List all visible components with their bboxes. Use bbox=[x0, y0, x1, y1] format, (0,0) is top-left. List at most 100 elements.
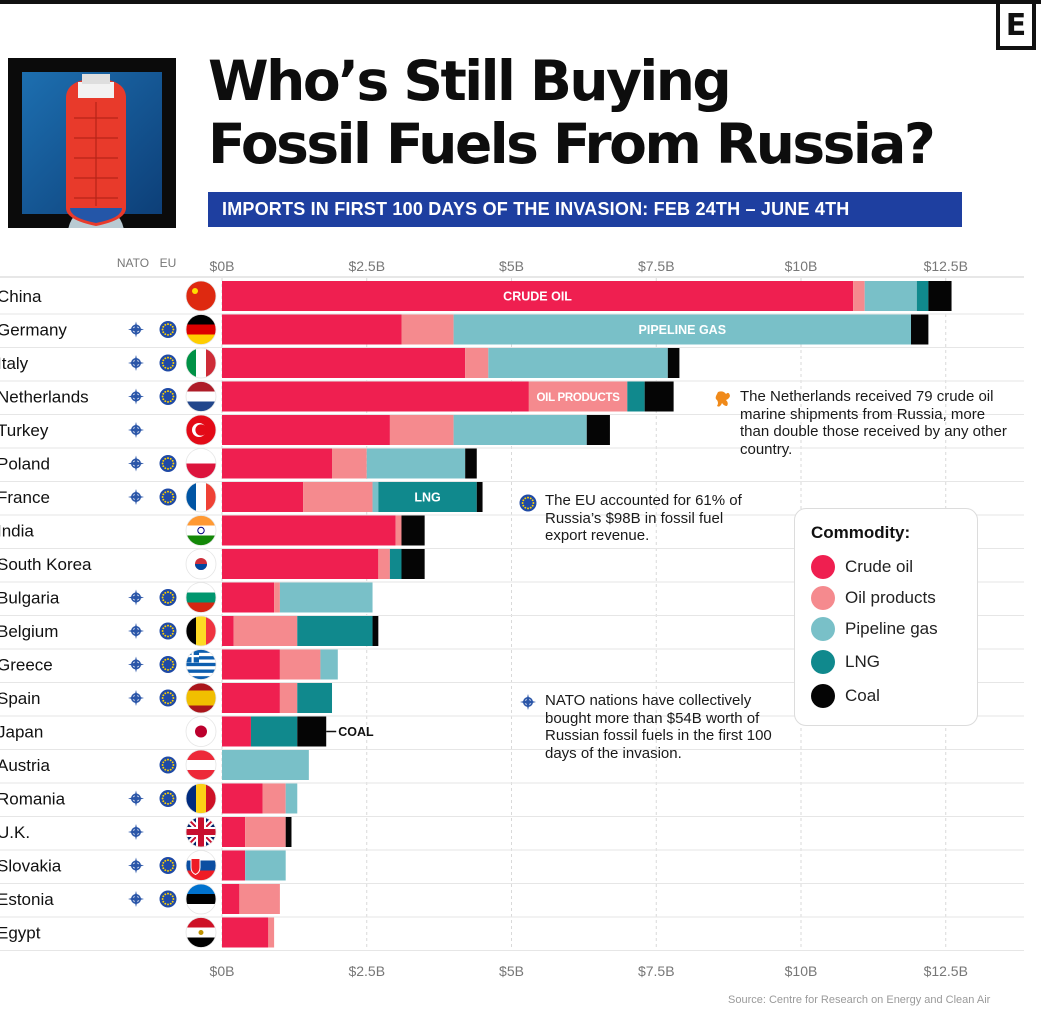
x-tick-label-bottom: $10B bbox=[785, 963, 818, 979]
eu-icon-star bbox=[164, 625, 167, 628]
flag-band bbox=[186, 602, 216, 613]
flag-sun bbox=[195, 725, 207, 738]
flag-band bbox=[186, 894, 216, 905]
bar-belgium-crude-oil bbox=[222, 616, 234, 646]
title-line-2: Fossil Fuels From Russia? bbox=[208, 112, 936, 176]
flag-band bbox=[186, 690, 216, 706]
flag-star bbox=[192, 288, 198, 294]
flag-band bbox=[186, 884, 216, 895]
eu-icon-star bbox=[162, 895, 165, 898]
bar-france-crude-oil bbox=[222, 482, 304, 512]
flag-band bbox=[186, 482, 197, 512]
eu-icon-star bbox=[162, 459, 165, 462]
bar-germany-crude-oil bbox=[222, 314, 402, 345]
flag-outline bbox=[185, 448, 217, 479]
eu-icon-star bbox=[167, 702, 169, 705]
bar-bulgaria-crude-oil bbox=[222, 582, 275, 613]
eu-icon-star bbox=[162, 666, 165, 669]
flag-u-k-icon bbox=[186, 817, 216, 847]
nato-icon bbox=[128, 656, 144, 673]
bar-japan-lng bbox=[250, 716, 298, 747]
nato-icon-star bbox=[128, 690, 144, 706]
tanker-ship-illustration bbox=[22, 72, 162, 228]
eu-icon-star bbox=[164, 893, 167, 896]
bar-china-lng bbox=[916, 281, 929, 311]
bar-netherlands-oil-products bbox=[528, 381, 628, 412]
eu-icon-star bbox=[169, 366, 172, 369]
eu-icon-star bbox=[162, 599, 165, 602]
bar-poland-pipeline-gas bbox=[366, 448, 466, 479]
eu-icon bbox=[159, 354, 177, 372]
eu-icon-star bbox=[529, 497, 532, 500]
eu-icon-star bbox=[167, 390, 169, 393]
country-label-romania: Romania bbox=[0, 790, 66, 809]
eu-icon-star bbox=[167, 769, 169, 772]
nato-icon bbox=[128, 824, 144, 840]
eu-icon bbox=[159, 857, 177, 874]
bar-egypt-crude-oil bbox=[222, 917, 269, 948]
eu-icon-star bbox=[169, 692, 172, 695]
bar-france-pipeline-gas bbox=[372, 482, 379, 512]
bar-china-coal bbox=[928, 281, 952, 311]
eu-icon-star bbox=[164, 400, 167, 403]
eu-icon-star bbox=[162, 900, 165, 903]
x-tick-label-bottom: $5B bbox=[499, 963, 524, 979]
bar-italy-oil-products bbox=[465, 348, 489, 378]
eu-icon-star bbox=[171, 867, 174, 870]
eu-icon-star bbox=[169, 333, 172, 336]
bar-belgium-oil-products bbox=[233, 616, 298, 646]
flag-band bbox=[186, 937, 216, 948]
flag-outline bbox=[185, 314, 217, 345]
nato-icon-star bbox=[128, 422, 144, 438]
x-tick-label-top: $2.5B bbox=[348, 258, 385, 274]
nato-icon-star bbox=[128, 656, 144, 673]
country-label-belgium: Belgium bbox=[0, 622, 58, 641]
nato-column-header: NATO bbox=[117, 256, 149, 270]
country-label-slovakia: Slovakia bbox=[0, 857, 62, 876]
eu-icon-star bbox=[171, 325, 174, 328]
nato-icon bbox=[128, 623, 144, 639]
nato-icon bbox=[128, 355, 144, 371]
flag-band bbox=[186, 659, 216, 664]
flag-band bbox=[186, 401, 216, 412]
flag-bulgaria-icon bbox=[186, 582, 216, 613]
bar-india-crude-oil bbox=[222, 515, 396, 546]
country-label-turkey: Turkey bbox=[0, 421, 49, 440]
flag-band bbox=[186, 904, 216, 914]
bar-label-oil-products: OIL PRODUCTS bbox=[537, 392, 621, 404]
flag-austria-icon bbox=[186, 750, 216, 780]
legend-title: Commodity: bbox=[811, 523, 911, 542]
flag-outline bbox=[185, 783, 217, 814]
eu-icon-star bbox=[522, 499, 525, 502]
flag-outline bbox=[185, 481, 217, 513]
flag-band bbox=[196, 783, 207, 814]
eu-icon bbox=[159, 622, 177, 640]
eu-icon-star bbox=[162, 867, 165, 870]
eu-icon-disc bbox=[159, 455, 177, 472]
bar-u-k-crude-oil bbox=[222, 817, 246, 847]
legend-swatch-coal bbox=[811, 684, 835, 708]
eu-icon bbox=[159, 756, 177, 774]
bar-poland-coal bbox=[465, 448, 477, 479]
eu-icon-star bbox=[169, 457, 172, 460]
x-tick-label-top: $10B bbox=[785, 258, 818, 274]
eu-icon-star bbox=[164, 768, 167, 771]
eu-icon-star bbox=[167, 668, 169, 671]
bar-france-coal bbox=[476, 482, 483, 512]
eu-icon-star bbox=[169, 357, 172, 360]
bar-estonia-oil-products bbox=[239, 884, 280, 914]
eu-icon-star bbox=[164, 357, 167, 360]
eu-icon-star bbox=[171, 459, 174, 462]
flag-shield bbox=[190, 858, 201, 876]
flag-egypt-icon bbox=[186, 917, 216, 948]
eu-icon-star bbox=[162, 761, 165, 764]
bar-turkey-oil-products bbox=[389, 415, 454, 445]
eu-icon-star bbox=[169, 467, 172, 470]
eu-icon-star bbox=[171, 359, 174, 362]
nato-icon-star bbox=[520, 694, 536, 710]
eu-icon-disc bbox=[159, 622, 177, 640]
flag-band bbox=[186, 348, 197, 378]
eu-icon-star bbox=[172, 362, 175, 364]
eu-icon-disc bbox=[159, 321, 177, 338]
eu-icon-star bbox=[171, 666, 174, 669]
